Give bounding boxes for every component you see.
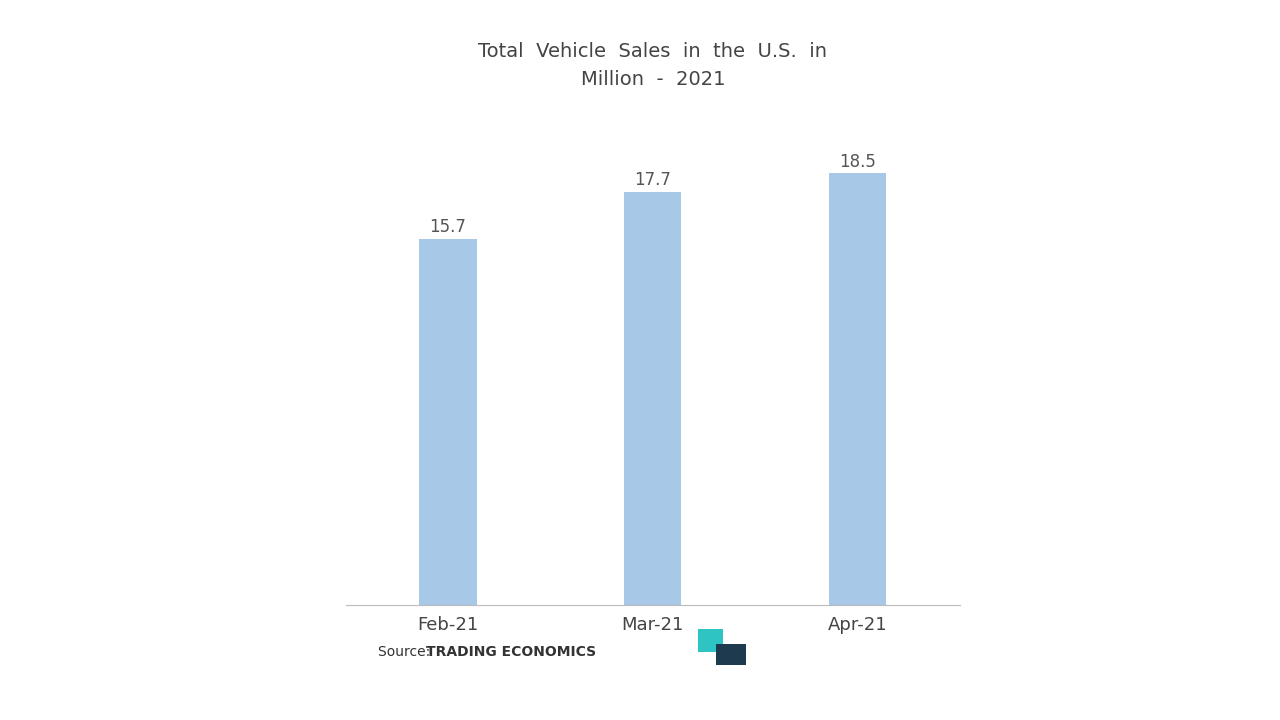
Text: 15.7: 15.7 (430, 218, 466, 236)
Title: Total  Vehicle  Sales  in  the  U.S.  in
Million  -  2021: Total Vehicle Sales in the U.S. in Milli… (479, 42, 827, 89)
Text: TRADING ECONOMICS: TRADING ECONOMICS (426, 644, 596, 659)
Bar (829, 174, 886, 605)
Bar (716, 644, 746, 665)
Bar (625, 192, 681, 605)
Text: Source:: Source: (378, 644, 434, 659)
Bar (420, 239, 476, 605)
Text: 18.5: 18.5 (840, 153, 876, 171)
Text: 17.7: 17.7 (635, 171, 671, 189)
Bar (698, 629, 723, 652)
